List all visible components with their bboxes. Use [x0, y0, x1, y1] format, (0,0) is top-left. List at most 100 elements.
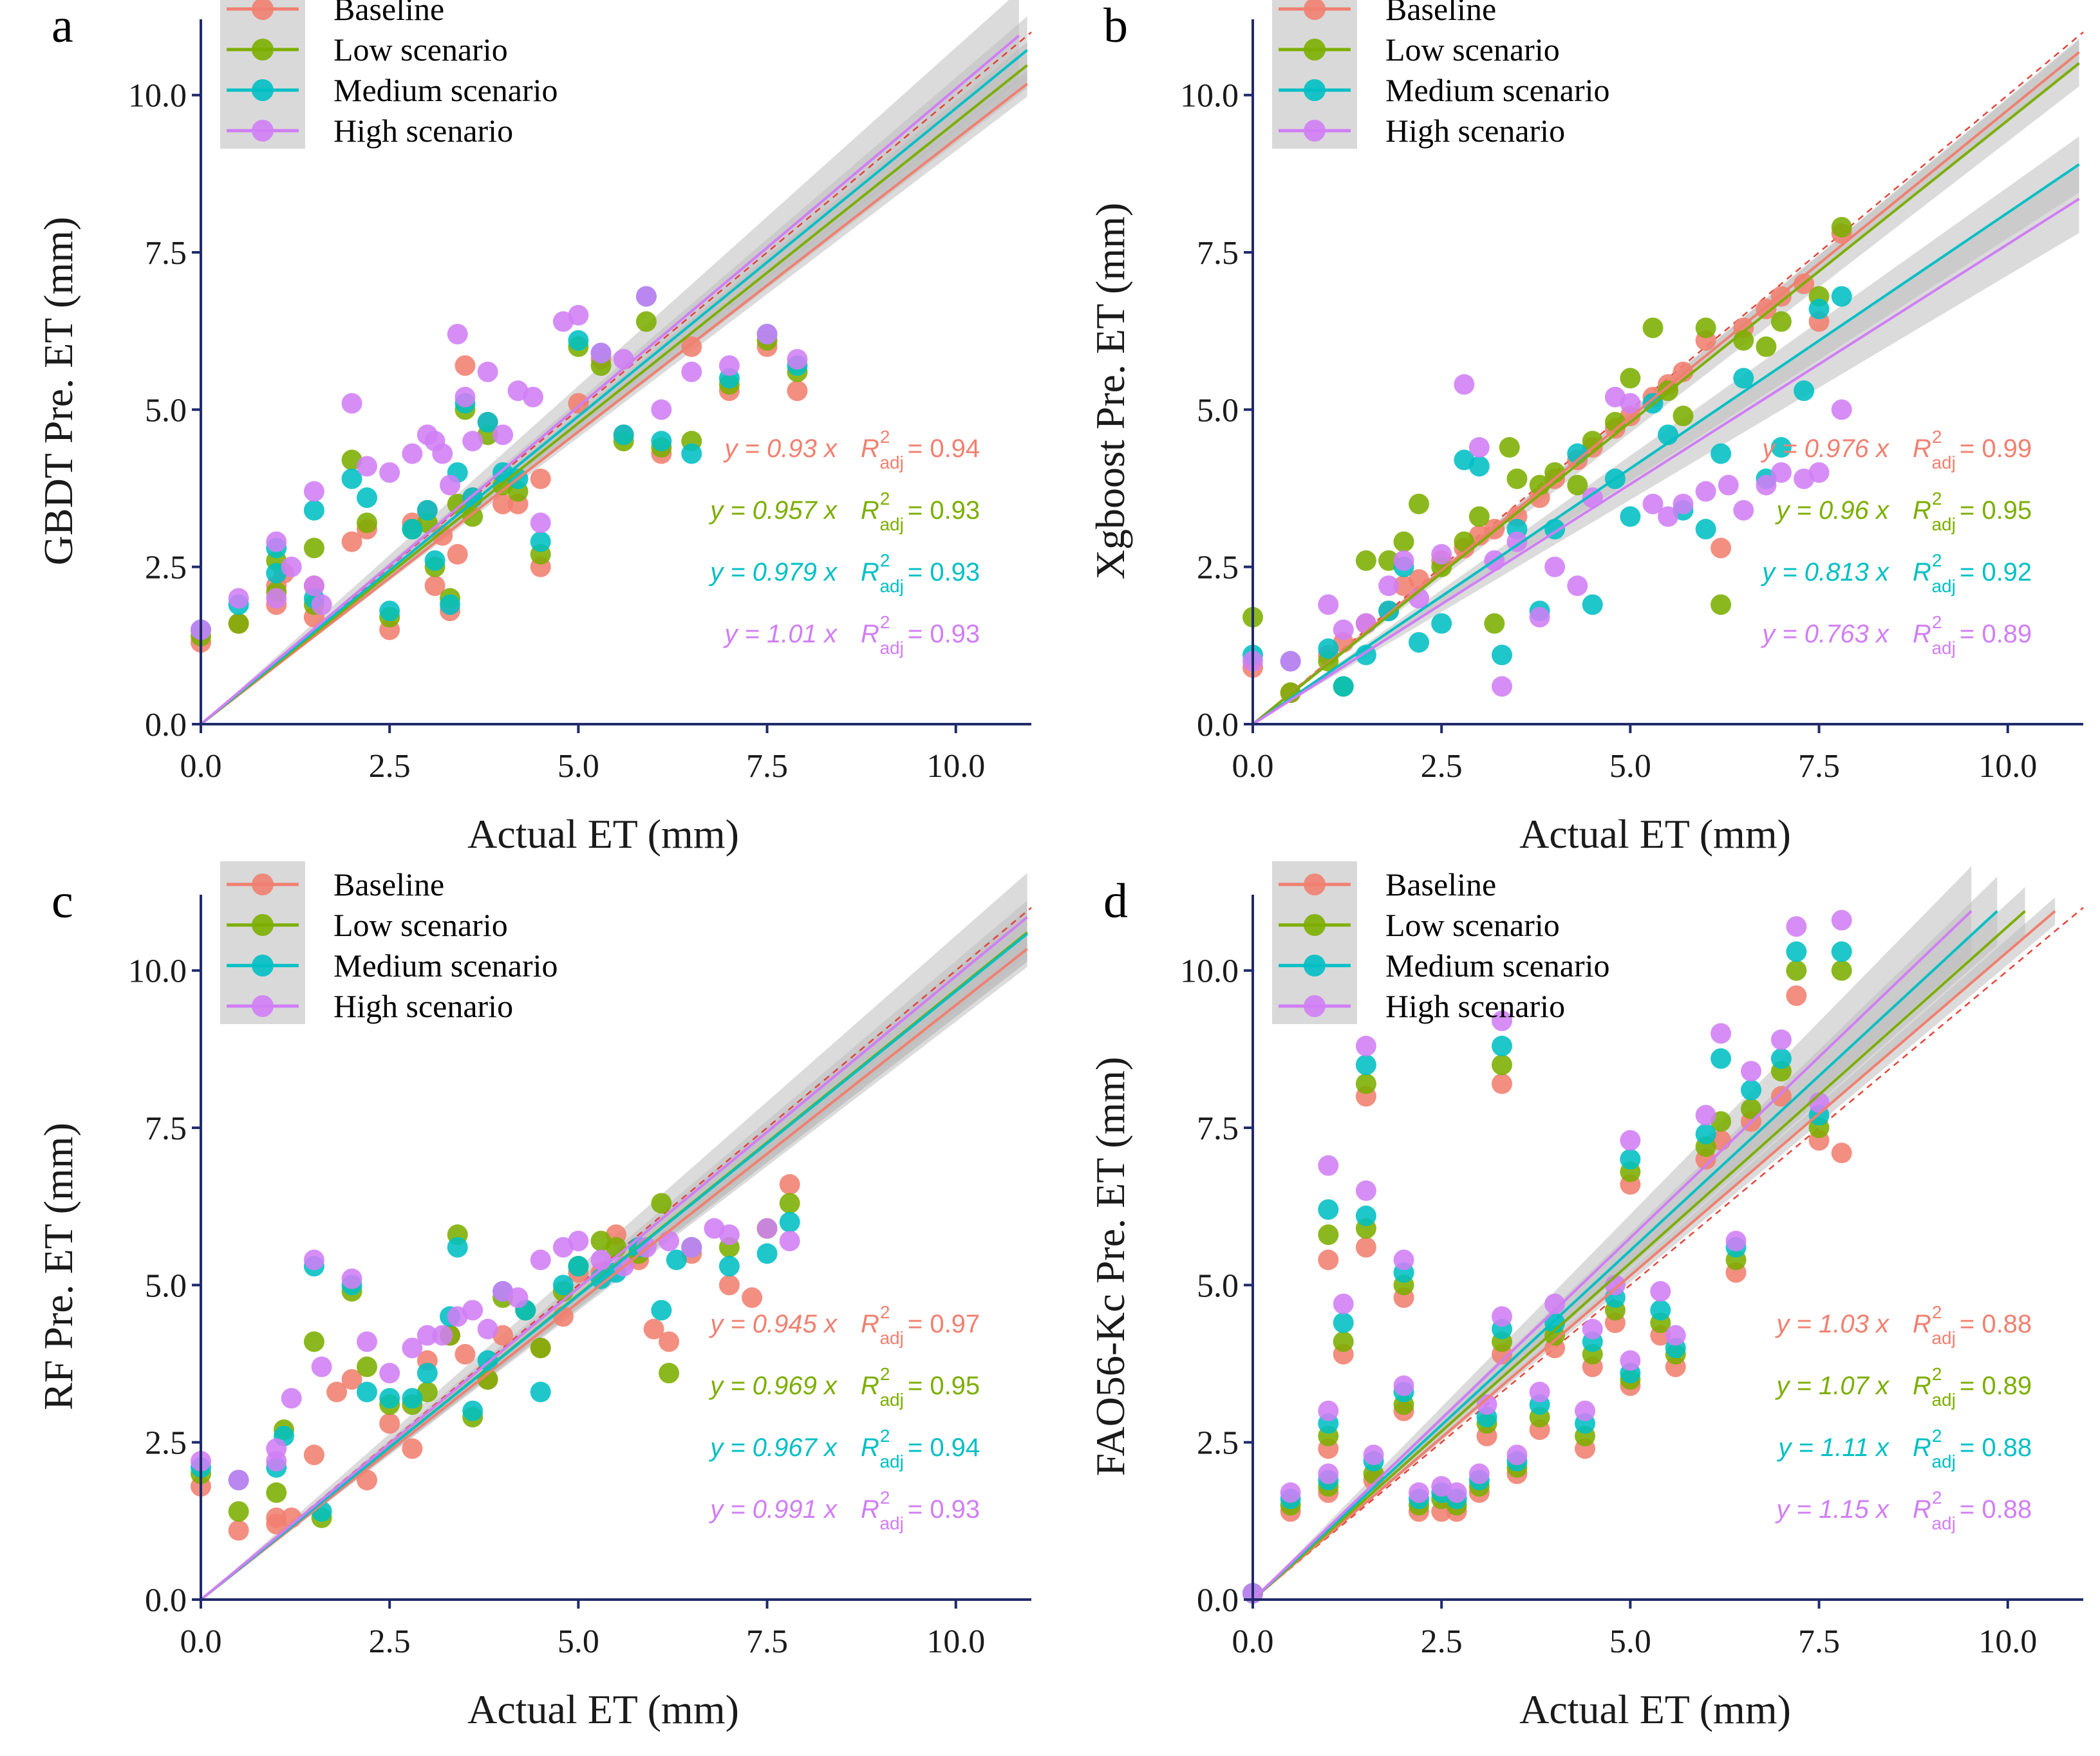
- data-point: [1770, 1048, 1792, 1069]
- equation-label: y = 1.01 x: [722, 620, 838, 648]
- data-point: [1492, 676, 1512, 697]
- data-point: [266, 531, 287, 552]
- y-tick-label: 7.5: [145, 1110, 187, 1147]
- data-point: [651, 399, 672, 420]
- data-point: [1393, 531, 1414, 552]
- data-point: [1725, 1230, 1747, 1251]
- data-point: [357, 1356, 377, 1378]
- data-point: [1658, 506, 1678, 527]
- r2-label: R2 adj = 0.94: [861, 1426, 980, 1471]
- data-point: [568, 1256, 589, 1277]
- equation-label: y = 1.15 x: [1774, 1495, 1890, 1524]
- x-tick-label: 7.5: [746, 1623, 788, 1660]
- fit-line-medium-scenario: [1252, 910, 1998, 1601]
- r2-symbol: R: [861, 1372, 879, 1400]
- x-tick-label: 2.5: [1421, 1623, 1463, 1660]
- data-point: [379, 462, 400, 483]
- legend-label: Low scenario: [1385, 32, 1560, 68]
- equation-label: y = 0.969 x: [708, 1372, 838, 1400]
- data-point: [357, 456, 377, 477]
- data-point: [1333, 1312, 1354, 1333]
- data-point: [552, 1275, 574, 1296]
- panel-label: a: [52, 0, 73, 53]
- data-point: [718, 355, 740, 376]
- legend-marker: [1304, 79, 1326, 101]
- data-point: [1786, 960, 1807, 981]
- y-tick-label: 5.0: [1197, 392, 1239, 429]
- data-point: [379, 1363, 400, 1384]
- data-point: [477, 361, 498, 382]
- equation-label: y = 0.813 x: [1760, 558, 1890, 586]
- x-tick-label: 10.0: [926, 748, 985, 785]
- data-point: [1741, 1061, 1761, 1082]
- r2-value: = 0.95: [1960, 496, 2032, 525]
- r2-symbol: R: [1913, 1310, 1931, 1338]
- r2-superscript: 2: [880, 612, 890, 632]
- data-point: [402, 1438, 423, 1459]
- data-point: [718, 1256, 740, 1277]
- data-point: [1567, 575, 1588, 596]
- data-point: [1786, 916, 1807, 937]
- fit-line-medium-scenario: [1252, 163, 2080, 725]
- data-point: [1620, 368, 1641, 389]
- y-tick-label: 5.0: [145, 1267, 187, 1304]
- x-tick-label: 7.5: [746, 748, 788, 785]
- r2-symbol: R: [1913, 434, 1931, 463]
- data-point: [417, 1325, 438, 1346]
- data-point: [1582, 487, 1603, 509]
- y-tick-label: 2.5: [1197, 1425, 1239, 1462]
- data-point: [568, 330, 589, 351]
- r2-value: = 0.99: [1960, 434, 2032, 463]
- data-point: [742, 1287, 763, 1308]
- r2-symbol: R: [1913, 1434, 1931, 1462]
- data-point: [1318, 1463, 1339, 1484]
- data-point: [1794, 380, 1815, 402]
- data-point: [266, 1482, 287, 1503]
- data-point: [1393, 1249, 1414, 1271]
- data-point: [281, 1388, 302, 1409]
- equation-label: y = 0.967 x: [708, 1434, 838, 1462]
- r2-value: = 0.94: [908, 434, 980, 463]
- data-point: [228, 613, 249, 634]
- data-point: [530, 1249, 551, 1271]
- data-point: [1831, 399, 1852, 420]
- data-point: [1446, 1482, 1467, 1503]
- data-point: [779, 1193, 800, 1214]
- r2-value: = 0.93: [908, 1495, 980, 1524]
- y-tick-label: 5.0: [145, 392, 187, 429]
- data-point: [379, 1413, 400, 1434]
- data-point: [1355, 1054, 1376, 1076]
- legend-marker: [1304, 914, 1326, 936]
- data-point: [1831, 960, 1852, 981]
- data-point: [341, 393, 362, 414]
- r2-superscript: 2: [1932, 1302, 1942, 1322]
- data-point: [402, 443, 423, 464]
- data-point: [462, 1300, 483, 1321]
- data-point: [779, 1174, 800, 1195]
- data-point: [1499, 437, 1520, 458]
- data-point: [1620, 393, 1641, 414]
- data-point: [379, 601, 400, 622]
- data-point: [590, 342, 612, 364]
- x-tick-label: 10.0: [1978, 748, 2037, 785]
- data-point: [1695, 1123, 1716, 1144]
- data-point: [590, 1249, 612, 1271]
- r2-label: R2 adj = 0.93: [861, 1488, 980, 1533]
- data-point: [1741, 1079, 1761, 1101]
- r2-symbol: R: [1913, 496, 1931, 525]
- annotations: y = 0.945 x R2 adj = 0.97y = 0.969 x R2 adj = …: [708, 1302, 980, 1533]
- panel-label: b: [1103, 0, 1128, 53]
- annotations: y = 0.93 x R2 adj = 0.94y = 0.957 x R2 adj = 0…: [708, 427, 980, 658]
- data-point: [1468, 437, 1490, 458]
- legend-marker: [1304, 955, 1326, 976]
- equation-label: y = 0.763 x: [1760, 620, 1890, 648]
- x-tick-label: 5.0: [1609, 748, 1651, 785]
- r2-subscript: adj: [879, 453, 903, 472]
- y-tick-label: 0.0: [1197, 1582, 1239, 1619]
- data-point: [1567, 474, 1588, 496]
- data-point: [1770, 1029, 1792, 1051]
- data-point: [1642, 493, 1664, 514]
- data-point: [326, 1381, 348, 1403]
- legend-marker: [252, 0, 274, 20]
- r2-value: = 0.92: [1960, 558, 2032, 586]
